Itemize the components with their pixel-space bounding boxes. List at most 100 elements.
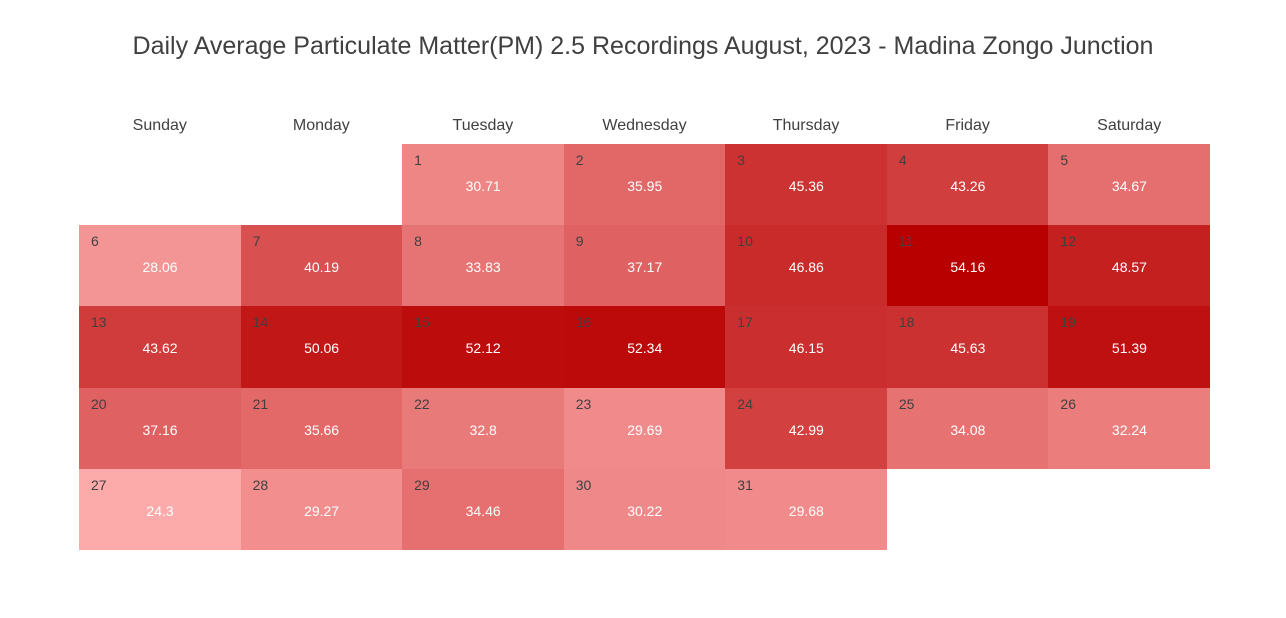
cell-value-label: 35.66 xyxy=(304,421,340,438)
cell-value-label: 34.46 xyxy=(465,502,501,519)
calendar-grid: 1 30.71 2 35.95 3 45.36 4 43.26 5 34.67 6 28.06 7 40.… xyxy=(79,144,1211,551)
calendar-cell: 2 35.95 xyxy=(563,144,726,226)
cell-day-number: 6 xyxy=(91,233,99,250)
cell-value-label: 37.16 xyxy=(142,421,178,438)
cell-day-number: 14 xyxy=(252,314,269,331)
cell-value-label: 54.16 xyxy=(950,259,986,276)
cell-day-number: 7 xyxy=(252,233,261,250)
cell-value-label: 28.06 xyxy=(142,259,178,276)
cell-value-label: 50.06 xyxy=(304,340,340,357)
cell-value-label: 24.3 xyxy=(146,502,174,519)
calendar-cell: 21 35.66 xyxy=(240,387,403,470)
calendar-cell: 29 34.46 xyxy=(402,468,565,551)
calendar-cell: 24 42.99 xyxy=(725,387,888,470)
cell-day-number: 19 xyxy=(1060,314,1076,331)
cell-value-label: 45.63 xyxy=(950,340,986,357)
cell-value-label: 30.22 xyxy=(627,502,663,519)
calendar-cell: 25 34.08 xyxy=(886,387,1049,470)
calendar-cell: 3 45.36 xyxy=(725,144,888,226)
cell-value-label: 29.68 xyxy=(788,502,824,519)
cell-value-label: 32.24 xyxy=(1111,421,1147,438)
calendar-cell: 22 32.8 xyxy=(402,387,565,470)
cell-day-number: 20 xyxy=(91,395,107,412)
cell-day-number: 15 xyxy=(414,314,430,331)
cell-value-label: 46.15 xyxy=(788,340,824,357)
cell-day-number: 4 xyxy=(898,152,907,168)
calendar-cell: 20 37.16 xyxy=(79,387,242,470)
calendar-cell: 31 29.68 xyxy=(725,468,888,551)
calendar-cell: 10 46.86 xyxy=(725,225,888,307)
cell-day-number: 29 xyxy=(414,476,430,493)
calendar-cell: 23 29.69 xyxy=(563,387,726,470)
calendar-cell: 5 34.67 xyxy=(1048,144,1211,226)
weekday-header-wednesday: Wednesday xyxy=(602,117,687,134)
calendar-cell: 12 48.57 xyxy=(1048,225,1211,307)
cell-day-number: 5 xyxy=(1060,152,1069,168)
calendar-cell: 8 33.83 xyxy=(402,225,565,307)
weekday-header-sunday: Sunday xyxy=(132,117,187,134)
cell-day-number: 22 xyxy=(414,395,430,412)
cell-day-number: 12 xyxy=(1060,233,1076,250)
calendar-cell: 14 50.06 xyxy=(240,306,403,389)
cell-value-label: 48.57 xyxy=(1111,259,1147,276)
weekday-header-tuesday: Tuesday xyxy=(452,117,514,134)
cell-value-label: 33.83 xyxy=(465,259,501,276)
cell-value-label: 35.95 xyxy=(627,178,663,194)
cell-value-label: 32.8 xyxy=(469,421,497,438)
cell-day-number: 30 xyxy=(575,476,592,493)
cell-value-label: 34.08 xyxy=(950,421,986,438)
cell-day-number: 3 xyxy=(737,152,746,168)
weekday-header-friday: Friday xyxy=(945,117,990,134)
weekday-header-saturday: Saturday xyxy=(1097,117,1162,134)
cell-value-label: 34.67 xyxy=(1111,178,1147,194)
cell-day-number: 9 xyxy=(575,233,584,250)
cell-day-number: 16 xyxy=(575,314,592,331)
calendar-cell: 11 54.16 xyxy=(886,225,1049,307)
cell-day-number: 23 xyxy=(575,395,592,412)
cell-day-number: 2 xyxy=(575,152,584,168)
weekday-header-monday: Monday xyxy=(292,117,350,134)
cell-value-label: 43.62 xyxy=(142,340,178,357)
cell-value-label: 43.26 xyxy=(950,178,986,194)
cell-day-number: 13 xyxy=(91,314,107,331)
weekday-header-thursday: Thursday xyxy=(772,117,840,134)
calendar-cell: 18 45.63 xyxy=(886,306,1049,389)
calendar-heatmap: Sunday Monday Tuesday Wednesday Thursday Frid… xyxy=(79,110,1211,551)
cell-day-number: 18 xyxy=(898,314,915,331)
calendar-cell: 19 51.39 xyxy=(1048,306,1211,389)
cell-day-number: 21 xyxy=(252,395,269,412)
cell-day-number: 28 xyxy=(252,476,269,493)
calendar-cell: 15 52.12 xyxy=(402,306,565,389)
weekday-header-row: Sunday Monday Tuesday Wednesday Thursday Frid… xyxy=(79,110,1210,144)
cell-day-number: 11 xyxy=(898,233,914,250)
cell-value-label: 29.27 xyxy=(304,502,340,519)
cell-day-number: 26 xyxy=(1060,395,1076,412)
calendar-cell: 7 40.19 xyxy=(240,225,403,307)
cell-value-label: 52.34 xyxy=(627,340,663,357)
chart-title: Daily Average Particulate Matter(PM) 2.5… xyxy=(132,32,1154,60)
cell-value-label: 46.86 xyxy=(788,259,824,276)
cell-day-number: 17 xyxy=(737,314,753,331)
cell-value-label: 52.12 xyxy=(465,340,501,357)
calendar-cell: 4 43.26 xyxy=(886,144,1049,226)
cell-value-label: 37.17 xyxy=(627,259,663,276)
calendar-cell: 13 43.62 xyxy=(79,306,242,389)
cell-day-number: 1 xyxy=(414,152,422,168)
calendar-cell: 17 46.15 xyxy=(725,306,888,389)
calendar-cell: 27 24.3 xyxy=(79,468,242,551)
calendar-cell: 30 30.22 xyxy=(563,468,726,551)
cell-value-label: 51.39 xyxy=(1111,340,1147,357)
cell-value-label: 29.69 xyxy=(627,421,663,438)
cell-value-label: 42.99 xyxy=(788,421,824,438)
calendar-cell: 26 32.24 xyxy=(1048,387,1211,470)
calendar-cell: 1 30.71 xyxy=(402,144,565,226)
cell-day-number: 27 xyxy=(91,476,107,493)
cell-day-number: 10 xyxy=(737,233,753,250)
cell-value-label: 45.36 xyxy=(788,178,824,194)
calendar-cell: 6 28.06 xyxy=(79,225,242,307)
calendar-cell: 16 52.34 xyxy=(563,306,726,389)
cell-day-number: 25 xyxy=(898,395,915,412)
cell-day-number: 8 xyxy=(414,233,422,250)
calendar-cell: 9 37.17 xyxy=(563,225,726,307)
cell-day-number: 31 xyxy=(737,476,753,493)
